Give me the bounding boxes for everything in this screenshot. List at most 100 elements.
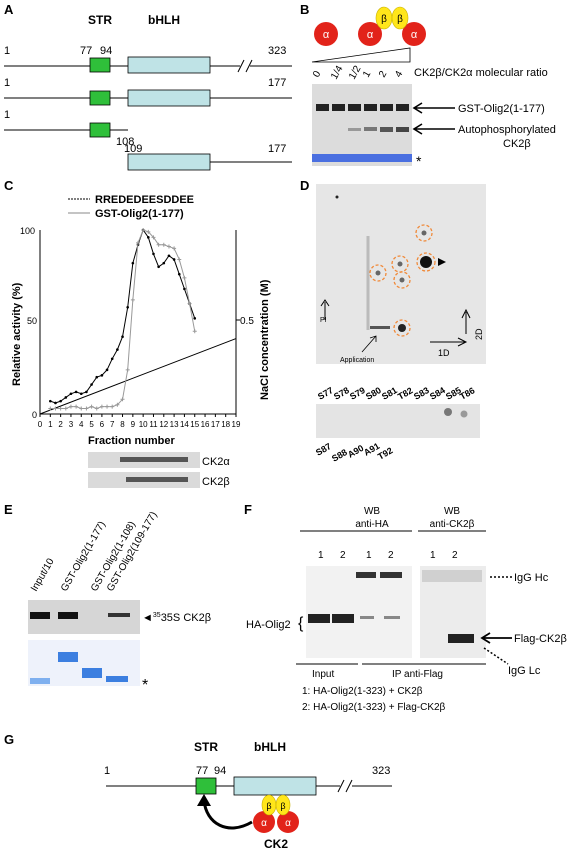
- asterisk-b: *: [416, 153, 422, 169]
- spot-ring-5: [393, 271, 411, 289]
- g-phospho-arrow: [202, 799, 253, 830]
- series-rredededeesddee-point: [121, 335, 124, 339]
- series-gst-olig2-point: [58, 406, 63, 411]
- x-ticks-c: 0 1 2 3 4 5 6 7 8 9 10 11 12 13 14 15 16 17 18 19: [38, 414, 241, 429]
- gel-b: [312, 84, 412, 166]
- ratio-1: 1: [361, 69, 374, 80]
- alpha-symbol-mid-left: α: [367, 29, 374, 41]
- series-gst-olig2-point: [151, 235, 156, 240]
- ytick-0: 0: [32, 410, 37, 420]
- igg-lc-leader: [483, 647, 509, 665]
- spot-ring-6: [393, 319, 411, 337]
- band-flag-ck2: [448, 634, 474, 643]
- bhlh-domain-row2: [127, 89, 211, 107]
- label-igg-hc: IgG Hc: [514, 572, 549, 584]
- g-break: [337, 779, 353, 793]
- spot-6: [398, 324, 406, 332]
- series-gst-olig2-point: [156, 242, 161, 247]
- spot-2: [397, 261, 403, 267]
- band-b-1: [316, 104, 329, 111]
- lane-input: Input/10: [29, 556, 57, 593]
- ytick-50: 50: [27, 316, 37, 326]
- band-label-e: ◄3535S CK2β: [142, 612, 211, 624]
- x-tick-label: 3: [69, 420, 74, 429]
- series-rredededeesddee-point: [147, 236, 150, 239]
- row1-end: 323: [268, 45, 286, 57]
- coomassie-strip-b: [312, 154, 412, 162]
- nacl-gradient-line: [39, 338, 237, 415]
- application-arrow: [361, 335, 377, 353]
- arrow-gst: [412, 102, 455, 114]
- series-rredededeesddee-point: [131, 261, 135, 265]
- series-rredededeesddee-point: [90, 383, 93, 386]
- blot-label-ck2a: CK2α: [202, 456, 230, 468]
- peptide-spot-t86: [460, 410, 468, 418]
- spot-arrowhead: [438, 258, 446, 266]
- series-gst-olig2-point: [182, 275, 187, 280]
- lane-numbers-f: 1 2 1 2 1 2: [318, 550, 458, 561]
- legend-f-1: 1: HA-Olig2(1-323) + CK2β: [302, 686, 423, 697]
- peptide-labels-bottom: S87 S88 A90 A91 T92: [314, 441, 394, 464]
- auto-band-6: [396, 127, 409, 132]
- bhlh-domain-row4: [127, 153, 211, 171]
- g-str-domain: [195, 777, 217, 795]
- tlc-plate: [316, 184, 486, 364]
- x-tick-label: 15: [190, 420, 199, 429]
- series-rredededeesddee-point: [152, 252, 155, 256]
- g-ck2-label: CK2: [264, 837, 288, 850]
- flag-ck2-arrow: [480, 632, 512, 644]
- panel-d: D PI Application 1D 2D S: [300, 178, 486, 464]
- lane-f-1c: 1: [430, 550, 436, 561]
- band-b-2: [332, 104, 345, 111]
- x-tick-label: 17: [211, 420, 220, 429]
- x-tick-label: 12: [159, 420, 168, 429]
- str-domain-row2: [89, 90, 111, 106]
- series-gst-olig2-point: [166, 244, 171, 249]
- g-beta-right-symbol: β: [280, 801, 285, 811]
- lane-f-2a: 2: [340, 550, 346, 561]
- ratio-2: 2: [377, 69, 390, 80]
- series-gst-olig2-point: [99, 404, 104, 409]
- ratio-wedge: [311, 47, 411, 63]
- gst-olig2-bands: [316, 104, 409, 111]
- bhlh-domain-row1: [127, 56, 211, 74]
- x-tick-label: 18: [221, 420, 230, 429]
- series-rredededeesddee-point: [54, 401, 57, 405]
- series-rredededeesddee-point: [105, 368, 109, 372]
- row4-start: 109: [124, 143, 142, 155]
- str-label-a: STR: [88, 13, 112, 27]
- band-ha-1: [308, 614, 330, 623]
- auto-band-5: [380, 127, 393, 132]
- spot-3: [420, 256, 432, 268]
- peptide-labels-top: S77 S78 S79 S80 S81 T82 S83 S84 S85 T86: [316, 385, 476, 402]
- str-label-g: STR: [194, 740, 218, 754]
- g-alpha-left: [253, 811, 275, 833]
- beta-symbol-left: β: [381, 14, 387, 25]
- series-rredededeesddee-point: [193, 317, 197, 320]
- row1-start: 1: [4, 45, 10, 57]
- pep-s88: S88: [330, 447, 349, 464]
- x-tick-label: 13: [170, 420, 179, 429]
- series-rredededeesddee-point: [100, 374, 104, 377]
- panel-letter-e: E: [4, 502, 13, 517]
- coomassie-band-1: [58, 652, 78, 662]
- ratio-labels: 0 1/4 1/2 1 2 4: [311, 64, 406, 82]
- peptide-membrane: [316, 404, 480, 438]
- bhlh-label-a: bHLH: [148, 13, 180, 27]
- panel-letter-g: G: [4, 732, 14, 747]
- coomassie-band-2: [82, 668, 102, 678]
- legend-series-2: GST-Olig2(1-177): [95, 208, 184, 220]
- band-b-5: [380, 104, 393, 111]
- series-gst-olig2-point: [141, 228, 146, 232]
- band-e-input: [30, 612, 50, 619]
- tlc-dot: [335, 195, 339, 199]
- series-rredededeesddee-point: [110, 357, 114, 361]
- spot-1: [421, 230, 427, 236]
- band-hc-1: [356, 572, 376, 578]
- right-label-c: NaCl concentration (M): [259, 279, 271, 400]
- pep-t86: T86: [458, 385, 476, 401]
- right-tick-label: 0.5: [240, 316, 254, 327]
- series-gst-olig2-point: [136, 240, 140, 245]
